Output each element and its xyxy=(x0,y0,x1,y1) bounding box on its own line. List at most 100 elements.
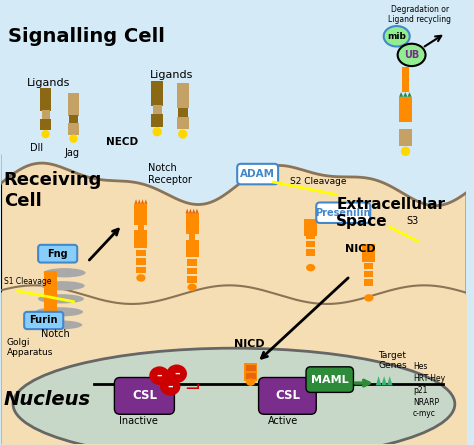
Bar xyxy=(153,105,162,115)
Bar xyxy=(246,365,256,372)
FancyBboxPatch shape xyxy=(38,245,77,263)
Ellipse shape xyxy=(187,283,197,291)
Polygon shape xyxy=(192,209,195,213)
Text: Active: Active xyxy=(268,416,298,426)
Bar xyxy=(46,302,56,311)
FancyBboxPatch shape xyxy=(237,164,278,184)
Ellipse shape xyxy=(41,281,85,291)
Ellipse shape xyxy=(32,320,82,330)
Bar xyxy=(306,232,315,239)
Text: UB: UB xyxy=(404,50,419,60)
FancyBboxPatch shape xyxy=(114,377,174,414)
Bar xyxy=(187,259,197,266)
Text: S1 Cleavage: S1 Cleavage xyxy=(4,277,51,287)
Text: Nucleus: Nucleus xyxy=(4,390,91,409)
Ellipse shape xyxy=(401,146,410,156)
Bar xyxy=(40,88,51,111)
Text: MAML: MAML xyxy=(311,375,348,384)
Polygon shape xyxy=(408,92,411,97)
Ellipse shape xyxy=(246,378,255,386)
Polygon shape xyxy=(189,209,192,213)
Ellipse shape xyxy=(69,134,78,143)
Text: CSL: CSL xyxy=(132,389,157,402)
Bar xyxy=(402,67,409,92)
Text: NICD: NICD xyxy=(234,339,264,349)
Text: Ligands: Ligands xyxy=(150,70,193,80)
Ellipse shape xyxy=(166,364,187,383)
Polygon shape xyxy=(195,209,199,213)
Bar xyxy=(136,259,146,265)
Text: Notch
Receptor: Notch Receptor xyxy=(148,163,192,185)
Text: NECD: NECD xyxy=(106,137,138,147)
Bar xyxy=(399,97,412,122)
Polygon shape xyxy=(144,199,147,204)
Text: Dll: Dll xyxy=(30,143,43,153)
Polygon shape xyxy=(403,92,408,97)
Bar xyxy=(364,263,374,269)
Bar xyxy=(42,110,50,119)
Bar xyxy=(177,117,189,129)
Polygon shape xyxy=(382,376,387,385)
Bar xyxy=(304,219,317,236)
Text: Presenilin: Presenilin xyxy=(316,208,371,218)
Polygon shape xyxy=(387,376,392,385)
FancyBboxPatch shape xyxy=(316,202,370,223)
Ellipse shape xyxy=(149,366,170,385)
Bar xyxy=(244,363,257,381)
Bar xyxy=(46,289,56,298)
Ellipse shape xyxy=(398,44,426,66)
Text: Ligands: Ligands xyxy=(27,78,70,88)
Polygon shape xyxy=(185,209,189,213)
Bar xyxy=(136,267,146,273)
Bar xyxy=(68,123,79,134)
Text: Hes
HRT-Hey
p21
NRARP
c-myc: Hes HRT-Hey p21 NRARP c-myc xyxy=(413,362,445,418)
FancyBboxPatch shape xyxy=(306,367,354,392)
Bar xyxy=(151,114,163,127)
Ellipse shape xyxy=(364,294,374,302)
Text: Signalling Cell: Signalling Cell xyxy=(9,27,165,46)
Ellipse shape xyxy=(178,129,187,139)
Text: Degradation or
Ligand recycling: Degradation or Ligand recycling xyxy=(389,5,451,24)
Text: Notch: Notch xyxy=(41,328,70,339)
Polygon shape xyxy=(135,199,137,204)
Bar xyxy=(246,373,256,380)
Text: –: – xyxy=(174,369,180,379)
Text: Receiving
Cell: Receiving Cell xyxy=(4,171,102,210)
Text: ADAM: ADAM xyxy=(240,169,275,179)
Polygon shape xyxy=(399,92,403,97)
Text: CSL: CSL xyxy=(275,389,300,402)
Polygon shape xyxy=(137,199,141,204)
Bar xyxy=(364,279,374,286)
Ellipse shape xyxy=(38,294,84,303)
Bar xyxy=(70,115,78,124)
Text: Furin: Furin xyxy=(29,316,58,325)
Bar xyxy=(306,249,315,255)
Text: ⌐: ⌐ xyxy=(181,375,197,394)
Text: Golgi
Apparatus: Golgi Apparatus xyxy=(7,338,54,357)
Bar xyxy=(178,108,188,118)
Bar xyxy=(138,223,144,232)
Bar xyxy=(46,275,56,285)
Text: S2 Cleavage: S2 Cleavage xyxy=(290,177,346,186)
Text: Jag: Jag xyxy=(64,148,79,158)
Bar xyxy=(177,83,189,109)
Ellipse shape xyxy=(44,268,86,277)
Bar xyxy=(364,271,374,277)
Ellipse shape xyxy=(153,127,162,136)
Ellipse shape xyxy=(306,264,315,271)
Bar xyxy=(187,267,197,274)
Text: –: – xyxy=(157,371,162,380)
Text: Extracellular
Space: Extracellular Space xyxy=(336,197,445,229)
Bar xyxy=(187,276,197,283)
Polygon shape xyxy=(376,376,382,385)
Bar xyxy=(40,118,51,130)
Bar xyxy=(399,129,412,146)
Bar xyxy=(362,244,375,262)
Bar xyxy=(44,271,57,311)
Text: mib: mib xyxy=(387,32,406,41)
Text: Inactive: Inactive xyxy=(119,416,158,426)
Bar xyxy=(306,241,315,247)
Ellipse shape xyxy=(35,307,83,316)
Bar xyxy=(185,213,199,234)
Ellipse shape xyxy=(383,26,410,47)
